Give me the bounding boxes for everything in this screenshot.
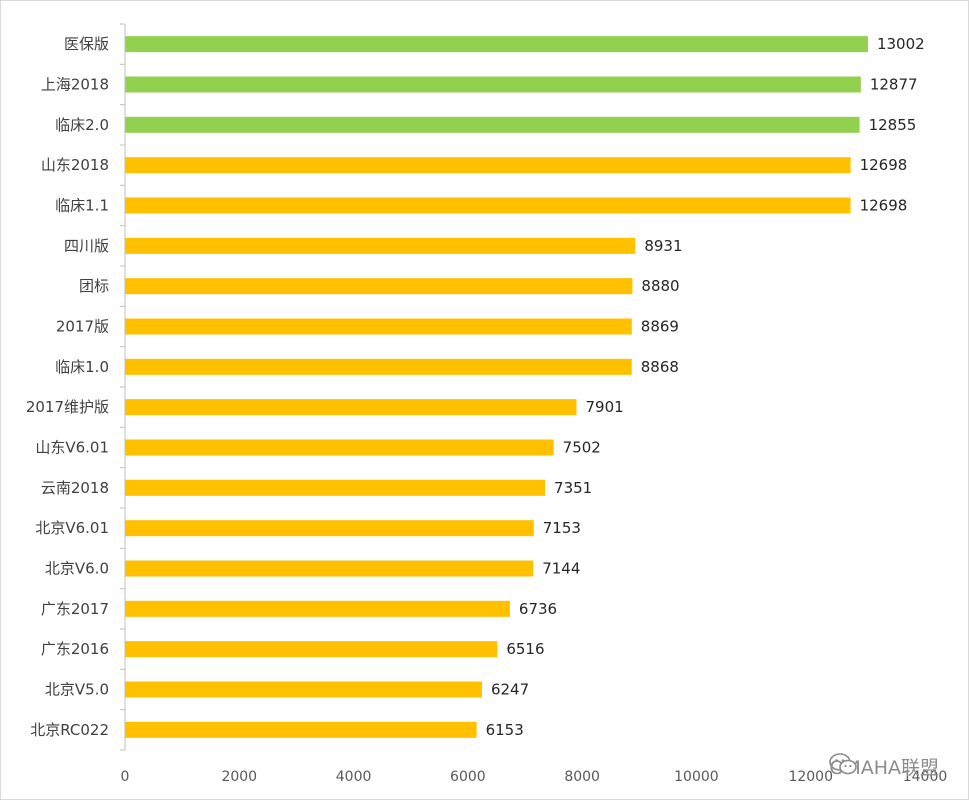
data-label: 7901 [585, 398, 623, 416]
data-label: 12698 [860, 156, 908, 174]
bar [125, 479, 546, 496]
category-label: 北京V6.0 [45, 560, 109, 578]
category-label: 北京RC022 [30, 721, 109, 739]
category-label: 2017版 [56, 318, 109, 336]
bar [125, 278, 633, 295]
category-label: 山东V6.01 [35, 439, 109, 457]
watermark: OMAHA联盟 [829, 753, 939, 780]
data-label: 6516 [506, 640, 544, 658]
data-label: 12877 [870, 76, 918, 94]
category-label: 广东2017 [41, 600, 109, 618]
data-label: 8880 [641, 277, 679, 295]
x-tick-label: 0 [121, 769, 130, 785]
x-tick-label: 12000 [788, 769, 833, 785]
x-tick-label: 8000 [564, 769, 600, 785]
bar [125, 157, 851, 174]
data-label: 8931 [644, 237, 682, 255]
category-label: 2017维护版 [26, 398, 109, 416]
data-label: 12698 [860, 197, 908, 215]
data-label: 6247 [491, 681, 529, 699]
data-label: 8868 [641, 358, 679, 376]
data-label: 13002 [877, 35, 925, 53]
category-label: 团标 [79, 277, 109, 295]
bar [125, 358, 632, 375]
wechat-icon [829, 753, 858, 775]
category-label: 北京V5.0 [45, 681, 109, 699]
category-label: 北京V6.01 [35, 519, 109, 537]
data-label: 7351 [554, 479, 592, 497]
category-label: 山东2018 [41, 156, 109, 174]
category-label: 四川版 [64, 237, 109, 255]
data-label: 6736 [519, 600, 557, 618]
x-tick-label: 14000 [903, 769, 948, 785]
x-tick-label: 6000 [450, 769, 486, 785]
data-label: 6153 [486, 721, 524, 739]
watermark-text: OMAHA联盟 [829, 757, 939, 779]
data-label: 12855 [869, 116, 917, 134]
bar [125, 399, 577, 416]
bar [125, 237, 636, 254]
x-tick-label: 4000 [336, 769, 372, 785]
bar [125, 439, 554, 456]
bar [125, 197, 851, 214]
data-label: 7144 [542, 560, 580, 578]
bar [125, 641, 498, 658]
category-label: 云南2018 [41, 479, 109, 497]
category-label: 临床1.0 [55, 358, 109, 376]
bar [125, 721, 477, 738]
bar [125, 116, 860, 133]
bar [125, 560, 534, 577]
bar [125, 600, 510, 617]
category-label: 临床1.1 [55, 197, 109, 215]
x-tick-label: 10000 [674, 769, 719, 785]
data-label: 8869 [641, 318, 679, 336]
data-label: 7502 [563, 439, 601, 457]
bar [125, 520, 534, 537]
x-tick-label: 2000 [221, 769, 257, 785]
data-label: 7153 [543, 519, 581, 537]
category-label: 临床2.0 [55, 116, 109, 134]
bar [125, 681, 482, 698]
bar [125, 76, 861, 93]
bar [125, 36, 868, 53]
bar [125, 318, 632, 335]
category-label: 广东2016 [41, 640, 109, 658]
category-label: 上海2018 [41, 76, 109, 94]
category-label: 医保版 [64, 35, 109, 53]
